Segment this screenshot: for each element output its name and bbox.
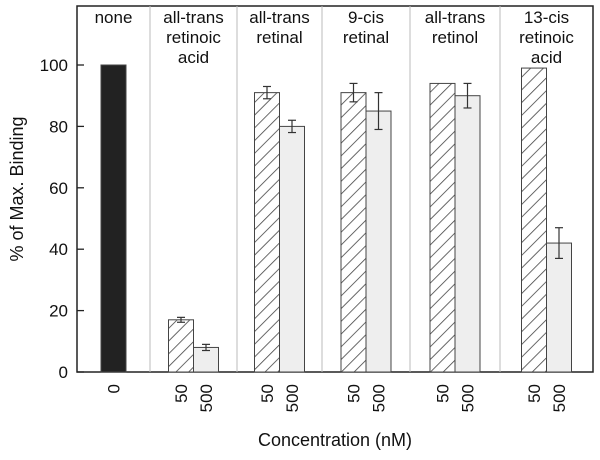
y-tick-label-80: 80 [49,117,68,136]
group-label-1-line-0: all-trans [163,8,223,27]
y-tick-label-0: 0 [59,363,68,382]
group-label-2-line-1: retinal [256,28,302,47]
group-label-1-line-1: retinoic [166,28,221,47]
y-tick-label-40: 40 [49,240,68,259]
x-axis: 0 50 500 50 500 50 500 50 500 50 500 [105,384,570,412]
bar-group3-500 [365,110,392,373]
group-label-4-line-0: all-trans [425,8,485,27]
x-tick-label-group0-0: 0 [105,384,124,393]
bar-group4-500 [454,95,481,373]
group-label-5-line-1: retinoic [519,28,574,47]
bar-group2-50 [254,92,280,373]
plot-frame [76,5,594,373]
x-tick-label-group5-50: 50 [525,384,544,403]
x-axis-title: Concentration (nM) [258,430,412,450]
group-label-3-line-1: retinal [343,28,389,47]
group-label-5-line-2: acid [531,48,562,67]
bars [100,64,572,373]
y-tick-label-100: 100 [40,56,68,75]
group-label-2-line-0: all-trans [249,8,309,27]
x-tick-label-group2-500: 500 [283,384,302,412]
bar-group1-500 [193,346,219,373]
bar-group3-50 [340,92,367,373]
group-label-4-line-1: retinol [432,28,478,47]
y-tick-label-20: 20 [49,302,68,321]
bar-group2-500 [279,125,305,373]
bar-group4-50 [429,82,456,373]
x-tick-label-group4-500: 500 [459,384,478,412]
bar-group5-50 [521,67,547,373]
y-axis-title: % of Max. Binding [7,116,27,261]
x-tick-label-group3-500: 500 [370,384,389,412]
x-tick-label-group2-50: 50 [258,384,277,403]
x-tick-label-group5-500: 500 [550,384,569,412]
group-label-0-line-0: none [95,8,133,27]
group-label-1-line-2: acid [178,48,209,67]
bar-group1-50 [168,319,194,373]
x-tick-label-group4-50: 50 [434,384,453,403]
group-label-3-line-0: 9-cis [348,8,384,27]
group-label-5-line-0: 13-cis [524,8,569,27]
x-tick-label-group1-500: 500 [197,384,216,412]
x-tick-label-group3-50: 50 [345,384,364,403]
x-tick-label-group1-50: 50 [172,384,191,403]
y-tick-label-60: 60 [49,179,68,198]
group-separators [149,6,501,372]
bar-group0-0 [100,64,127,373]
y-axis: 0 20 40 60 80 100 [40,56,84,382]
group-labels: none all-transretinoicacidall-transretina… [95,8,575,67]
bar-group5-500 [546,242,572,373]
